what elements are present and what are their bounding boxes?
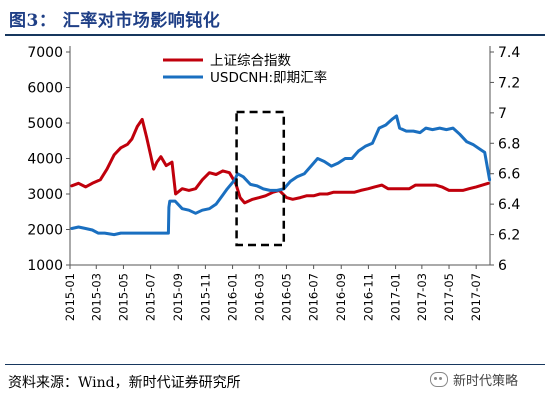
right-axis-tick-label: 6.2 bbox=[498, 228, 520, 244]
x-axis-tick-label: 2015-01 bbox=[63, 273, 77, 321]
dual-axis-line-chart: 1000 2000 3000 4000 5000 6000 7000 6 6.2 6.4 6.6 6.… bbox=[27, 45, 520, 321]
x-axis-tick-label: 2016-05 bbox=[279, 273, 293, 321]
x-axis-tick-label: 2016-11 bbox=[361, 273, 375, 321]
header-rule bbox=[5, 34, 545, 36]
x-axis-tick-label: 2015-07 bbox=[144, 273, 158, 321]
series-line-usdcnh bbox=[70, 114, 492, 237]
x-axis-tick-label: 2016-03 bbox=[252, 273, 266, 321]
x-axis-tick-label: 2017-01 bbox=[389, 273, 403, 321]
x-axis-tick-label: 2016-07 bbox=[307, 273, 321, 321]
right-axis-tick-label: 6 bbox=[498, 258, 507, 274]
annotation-dashed-box bbox=[235, 110, 286, 247]
legend-label-shanghai-composite: 上证综合指数 bbox=[210, 53, 291, 69]
left-axis-tick-label: 1000 bbox=[27, 258, 63, 274]
figure-header: 图3： 汇率对市场影响钝化 bbox=[0, 0, 550, 36]
right-axis-tick-label: 7.2 bbox=[498, 75, 520, 91]
source-note: 资料来源：Wind，新时代证券研究所 bbox=[8, 375, 241, 391]
left-axis-tick-label: 2000 bbox=[27, 223, 63, 239]
right-axis-tick-label: 6.6 bbox=[498, 167, 520, 183]
x-axis-tick-label: 2015-09 bbox=[171, 273, 185, 321]
watermark: 新时代策略 bbox=[430, 370, 518, 389]
left-axis-tick-label: 3000 bbox=[27, 187, 63, 203]
left-axis-tick-label: 6000 bbox=[27, 81, 63, 97]
x-axis-tick-label: 2015-03 bbox=[89, 273, 103, 321]
watermark-label: 新时代策略 bbox=[453, 374, 519, 389]
right-axis-tick-label: 7 bbox=[498, 106, 507, 122]
x-axis-tick-label: 2016-09 bbox=[334, 273, 348, 321]
x-axis-tick-label: 2017-03 bbox=[415, 273, 429, 321]
x-axis-tick-label: 2016-01 bbox=[226, 273, 240, 321]
footer-rule bbox=[5, 364, 545, 365]
series-line-shanghai-composite bbox=[70, 117, 490, 205]
left-axis-tick-label: 4000 bbox=[27, 152, 63, 168]
figure-title: 图3： 汇率对市场影响钝化 bbox=[9, 11, 221, 31]
x-axis-tick-label: 2017-07 bbox=[469, 273, 483, 321]
left-axis-tick-label: 7000 bbox=[27, 45, 63, 61]
right-axis-tick-label: 7.4 bbox=[498, 45, 520, 61]
x-axis-tick-label: 2015-05 bbox=[116, 273, 130, 321]
right-axis-tick-label: 6.8 bbox=[498, 136, 520, 152]
x-axis-tick-label: 2015-11 bbox=[198, 273, 212, 321]
left-axis-tick-label: 5000 bbox=[27, 116, 63, 132]
legend-label-usdcnh: USDCNH:即期汇率 bbox=[210, 69, 327, 86]
right-axis-tick-label: 6.4 bbox=[498, 197, 520, 213]
wechat-icon bbox=[430, 372, 448, 387]
x-axis-tick-label: 2017-05 bbox=[442, 273, 456, 321]
